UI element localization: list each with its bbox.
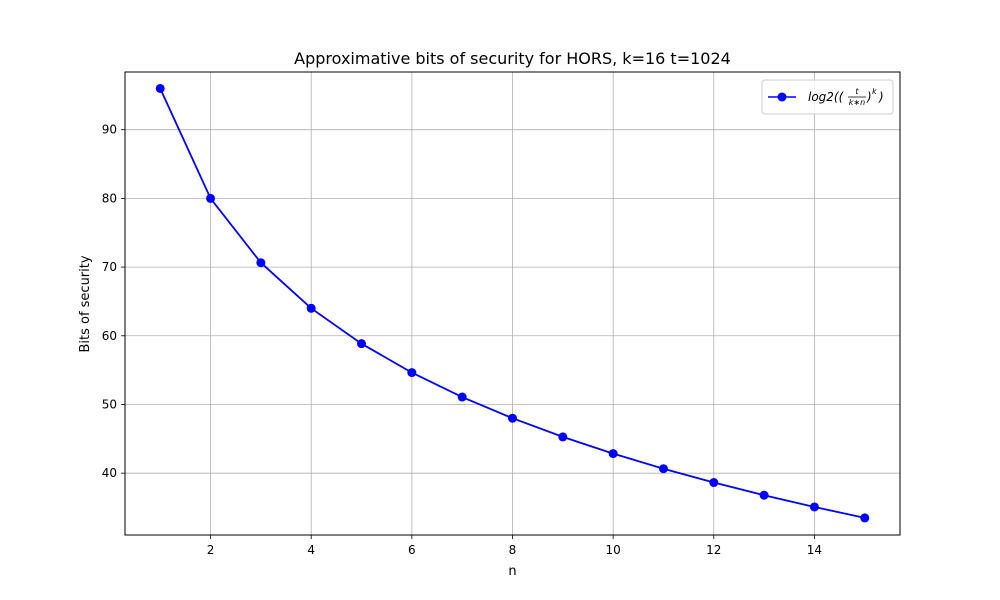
y-tick-label: 60: [102, 329, 117, 343]
chart-title: Approximative bits of security for HORS,…: [294, 49, 731, 68]
data-point: [457, 392, 467, 402]
data-point: [206, 193, 216, 203]
data-point: [306, 303, 316, 313]
x-tick-label: 6: [408, 543, 416, 557]
legend-label-close-inner: ): [866, 90, 872, 104]
y-tick-label: 40: [102, 466, 117, 480]
data-point: [256, 258, 266, 268]
legend-box: [761, 79, 894, 115]
data-point: [658, 464, 668, 474]
y-tick-label: 50: [102, 397, 117, 411]
data-point: [809, 502, 819, 512]
data-point: [508, 413, 517, 423]
legend-label-close-outer: ): [878, 90, 884, 104]
data-point: [709, 478, 719, 488]
x-tick-label: 8: [509, 543, 517, 557]
axis-ticks: 2 4 6 8 10 12 14 40 50 60 70 80 90: [102, 123, 822, 557]
plot-frame: [124, 71, 901, 536]
legend-fraction-denominator: k∗n: [849, 98, 865, 107]
data-point: [357, 339, 367, 349]
legend-fraction-numerator: t: [855, 87, 859, 96]
y-tick-label: 90: [102, 123, 117, 137]
data-point: [407, 368, 417, 378]
y-axis-label: Bits of security: [78, 255, 93, 352]
grid-lines: [125, 72, 900, 535]
legend-label-prefix: log2((: [808, 90, 845, 104]
x-axis-label: n: [508, 564, 516, 579]
legend: log2(( t k∗n ) k ): [761, 79, 894, 115]
x-tick-label: 12: [706, 543, 721, 557]
legend-label-exponent: k: [872, 87, 877, 96]
y-tick-label: 80: [102, 191, 117, 205]
data-point: [155, 83, 165, 93]
legend-marker-swatch: [777, 92, 787, 102]
x-tick-label: 2: [207, 543, 215, 557]
data-point: [759, 490, 769, 500]
data-series: [155, 83, 870, 523]
x-tick-label: 4: [307, 543, 315, 557]
x-tick-label: 14: [807, 543, 822, 557]
x-tick-label: 10: [606, 543, 621, 557]
y-tick-label: 70: [102, 260, 117, 274]
data-point: [608, 449, 618, 459]
data-point: [860, 513, 870, 523]
data-point: [558, 432, 568, 442]
legend-label: log2((: [808, 90, 845, 104]
